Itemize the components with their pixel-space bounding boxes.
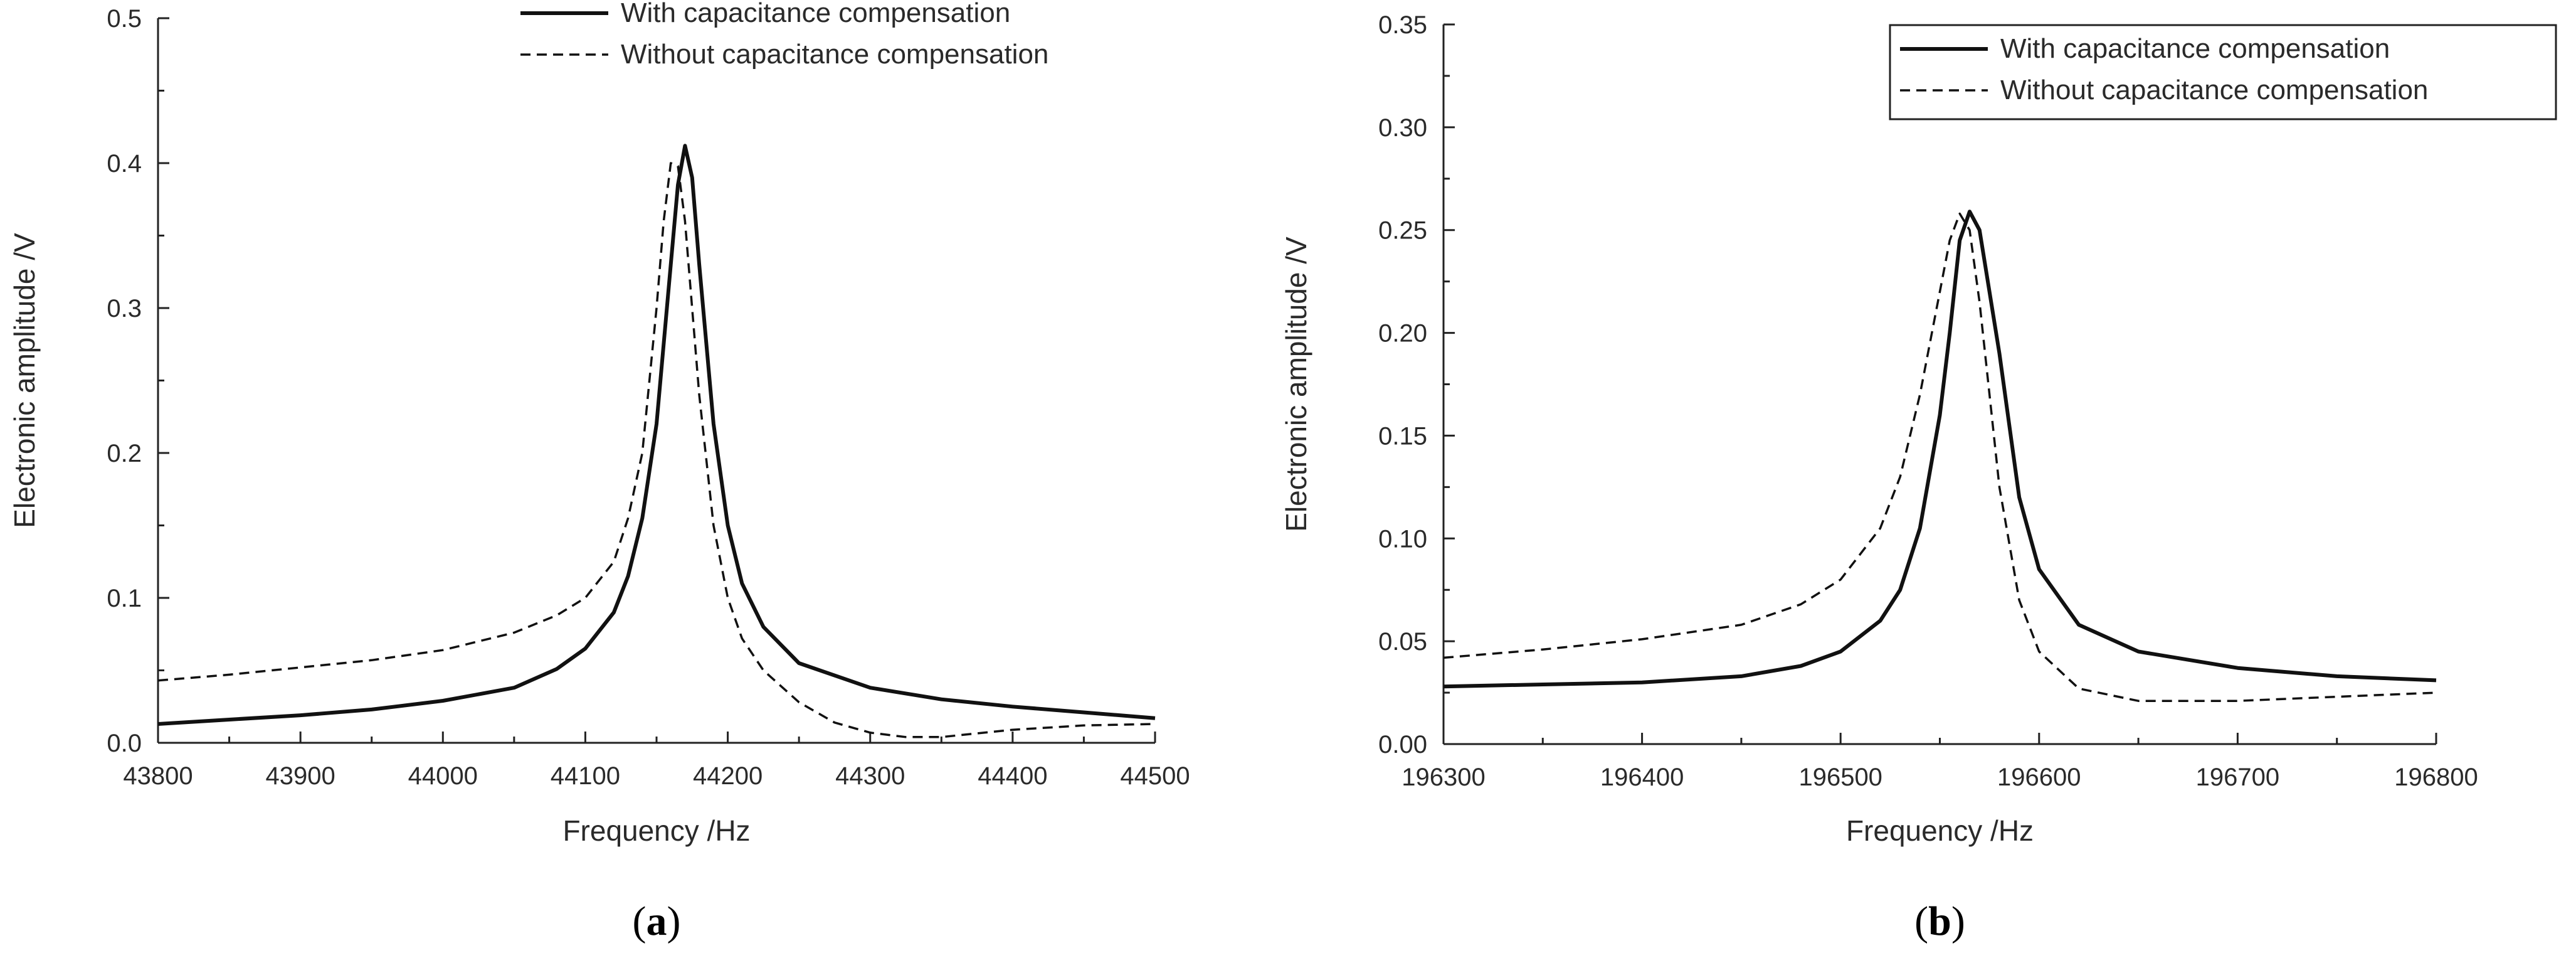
x-tick-label: 44100	[551, 762, 620, 790]
legend: With capacitance compensation Without cap…	[1889, 24, 2557, 120]
chart-panel-b: 196300 196400 196500 196600 196700 196800 0.00…	[1280, 11, 2557, 944]
legend-label: With capacitance compensation	[621, 0, 1010, 28]
x-tick-label: 43900	[266, 762, 335, 790]
x-tick-label: 43800	[123, 762, 193, 790]
y-tick-label: 0.3	[107, 295, 142, 322]
x-tick-label: 196600	[1997, 764, 2081, 791]
y-tick-label: 0.1	[107, 585, 142, 612]
x-tick-label: 44400	[978, 762, 1047, 790]
y-tick-label: 0.10	[1378, 525, 1427, 553]
x-tick-label: 196500	[1798, 764, 1882, 791]
x-tick-label: 196300	[1401, 764, 1485, 791]
y-tick-label: 0.05	[1378, 628, 1427, 656]
x-tick-label: 44500	[1120, 762, 1190, 790]
x-tick-label: 196700	[2196, 764, 2279, 791]
y-tick-label: 0.35	[1378, 11, 1427, 39]
y-tick-label: 0.5	[107, 5, 142, 33]
x-tick-label: 44300	[835, 762, 905, 790]
x-axis-title: Frequency /Hz	[1846, 814, 2034, 847]
legend-label: Without capacitance compensation	[2000, 75, 2428, 105]
y-axis-title: Electronic amplitude /V	[1280, 237, 1312, 532]
x-tick-label: 196800	[2394, 764, 2478, 791]
chart-panel-a: 43800 43900 44000 44100 44200 44300 44400 44500…	[8, 0, 1190, 944]
y-tick-label: 0.25	[1378, 217, 1427, 245]
legend-box	[1889, 24, 2557, 120]
x-tick-label: 44200	[693, 762, 763, 790]
y-tick-label: 0.30	[1378, 114, 1427, 142]
y-tick-label: 0.4	[107, 150, 142, 178]
legend-label: Without capacitance compensation	[621, 39, 1048, 70]
y-axis-title: Electronic amplitude /V	[8, 233, 41, 528]
y-tick-label: 0.2	[107, 440, 142, 467]
y-tick-label: 0.0	[107, 730, 142, 757]
y-tick-label: 0.00	[1378, 731, 1427, 758]
x-tick-label: 196400	[1600, 764, 1684, 791]
legend: With capacitance compensation Without cap…	[520, 0, 1048, 70]
legend-label: With capacitance compensation	[2000, 33, 2390, 64]
y-tick-label: 0.15	[1378, 422, 1427, 450]
series-line-with-compensation	[1443, 210, 2437, 689]
panel-label: (b)	[1914, 898, 1965, 944]
x-tick-label: 44000	[408, 762, 478, 790]
y-tick-label: 0.20	[1378, 320, 1427, 348]
panel-label: (a)	[633, 898, 681, 944]
series-line-without-compensation	[157, 162, 1156, 738]
series-line-without-compensation	[1443, 212, 2437, 702]
x-axis-title: Frequency /Hz	[562, 814, 750, 847]
series-line-with-compensation	[157, 144, 1156, 726]
